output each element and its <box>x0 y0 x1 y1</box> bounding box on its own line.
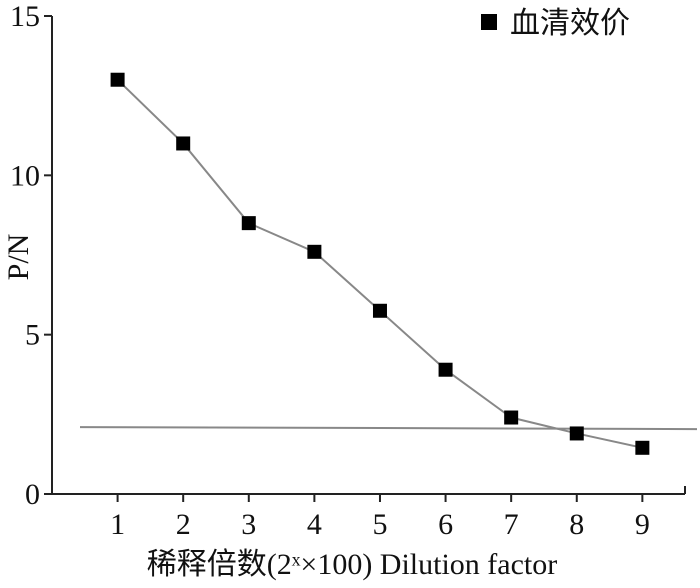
x-tick-label: 9 <box>635 508 650 541</box>
y-tick-label: 5 <box>25 319 40 352</box>
x-axis: 1 2 3 4 5 6 7 8 9 <box>52 486 686 541</box>
legend: 血清效价 <box>481 6 630 41</box>
cutoff-line <box>79 426 698 431</box>
x-tick-label: 3 <box>241 508 256 541</box>
data-point <box>372 303 387 318</box>
series-layer <box>110 72 650 455</box>
x-tick-label: 1 <box>110 508 125 541</box>
legend-label: 血清效价 <box>510 6 630 41</box>
y-tick-label: 0 <box>25 478 40 511</box>
x-tick-label: 2 <box>176 508 191 541</box>
y-axis-title: P/N <box>2 234 35 281</box>
data-point <box>176 136 191 151</box>
data-point <box>504 410 519 425</box>
reference-line-layer <box>79 426 698 431</box>
y-axis: 0 5 10 15 <box>10 0 53 511</box>
legend-marker <box>481 14 497 30</box>
data-point <box>569 426 584 441</box>
data-point <box>438 362 453 377</box>
x-tick-label: 6 <box>438 508 453 541</box>
data-point <box>110 72 125 87</box>
data-point <box>307 244 322 259</box>
x-axis-title: 稀释倍数(2ˣ×100) Dilution factor <box>147 548 558 581</box>
x-tick-label: 8 <box>569 508 584 541</box>
y-tick-label: 10 <box>10 159 40 192</box>
x-tick-label: 4 <box>307 508 322 541</box>
data-point <box>241 216 256 231</box>
data-point <box>635 440 650 455</box>
x-tick-label: 5 <box>372 508 387 541</box>
series-line <box>116 79 643 449</box>
y-tick-label: 15 <box>10 0 40 33</box>
x-tick-label: 7 <box>504 508 519 541</box>
